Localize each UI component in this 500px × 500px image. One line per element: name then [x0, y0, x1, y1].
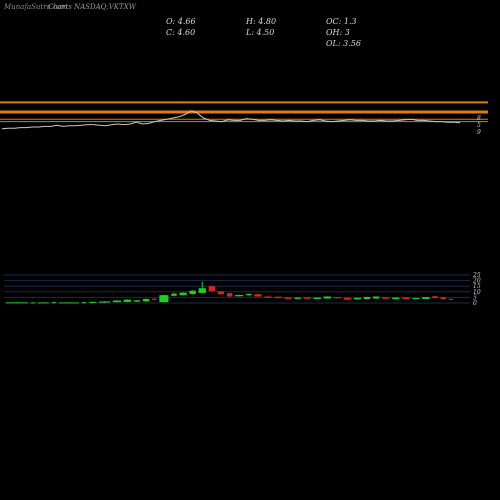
- volume-candles: [6, 281, 454, 304]
- volume-candle: [58, 302, 80, 304]
- volume-candle: [171, 293, 177, 296]
- volume-candle: [333, 297, 341, 299]
- volume-candle: [422, 297, 430, 299]
- volume-axis-label: 10: [473, 289, 481, 296]
- volume-candle: [264, 296, 272, 298]
- volume-candle: [208, 286, 216, 292]
- volume-candle: [198, 288, 206, 293]
- volume-candle: [284, 297, 292, 299]
- volume-candle: [353, 297, 362, 300]
- open-value: O: 4.66: [166, 17, 196, 26]
- oc-value: OC: 1.3: [326, 17, 357, 26]
- volume-candle: [294, 297, 301, 299]
- close-value: C: 4.60: [166, 28, 196, 37]
- low-value: L: 4.50: [246, 28, 275, 37]
- volume-candle: [217, 291, 225, 295]
- chart-title: Charts NASDAQ:VKTXW: [48, 3, 136, 11]
- volume-candle: [323, 296, 331, 299]
- price-axis-label: 9: [477, 129, 481, 136]
- volume-axis-label: 20: [472, 278, 481, 285]
- volume-candle: [112, 300, 122, 303]
- watermark: MunafaSutra.com Charts NASDAQ:VKTXW: [4, 3, 136, 11]
- volume-axis-label: 25: [472, 272, 481, 279]
- oh-value: OH: 3: [326, 28, 350, 37]
- volume-candle: [363, 296, 371, 299]
- price-axis-label: 8: [477, 115, 481, 122]
- volume-candle: [51, 302, 57, 304]
- volume-candle: [6, 302, 28, 304]
- volume-candle: [152, 298, 157, 300]
- volume-candle: [274, 296, 282, 299]
- volume-candle: [343, 297, 352, 300]
- volume-candle: [313, 297, 321, 299]
- price-bands: [0, 101, 488, 123]
- volume-axis-label: 5: [473, 294, 477, 301]
- volume-candle: [402, 297, 410, 299]
- volume-candle: [246, 293, 252, 296]
- volume-candle: [254, 294, 262, 297]
- volume-candle: [89, 301, 97, 303]
- volume-candle: [448, 298, 454, 300]
- price-panel: [1, 110, 461, 130]
- volume-candle: [123, 299, 132, 302]
- volume-candle: [159, 295, 169, 303]
- volume-candle: [382, 297, 390, 299]
- volume-candle: [37, 302, 49, 304]
- volume-candle: [189, 290, 196, 295]
- volume-candle: [226, 293, 233, 297]
- ol-value: OL: 3.56: [326, 39, 361, 48]
- price-axis-label: 5: [477, 122, 481, 129]
- high-value: H: 4.80: [246, 17, 277, 26]
- volume-grid: [4, 274, 470, 304]
- volume-candle: [99, 301, 111, 303]
- volume-candle: [392, 297, 400, 300]
- watermark-site: MunafaSutra.com: [4, 3, 68, 11]
- volume-candle: [133, 300, 141, 302]
- volume-axis-label: 0: [473, 300, 477, 307]
- volume-candle: [81, 302, 87, 304]
- volume-candle: [440, 297, 446, 299]
- volume-candle: [372, 296, 380, 299]
- volume-candle: [30, 302, 36, 304]
- price-line: [1, 110, 461, 130]
- volume-candle: [142, 298, 150, 302]
- volume-candle: [432, 296, 438, 299]
- volume-candle: [179, 292, 187, 296]
- volume-candle: [303, 297, 311, 299]
- volume-axis-label: 15: [473, 283, 481, 290]
- volume-candle: [412, 298, 420, 300]
- volume-candle: [235, 294, 244, 297]
- price-axis: 859: [477, 115, 481, 136]
